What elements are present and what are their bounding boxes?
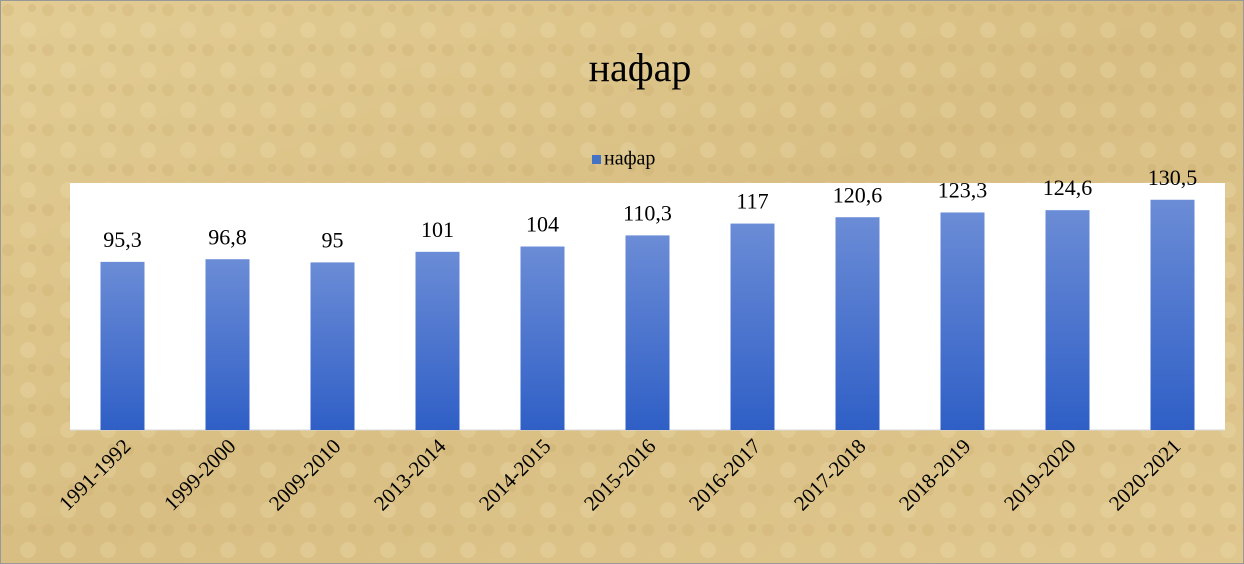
bar: [1045, 210, 1090, 430]
legend-swatch: [592, 155, 601, 164]
bar: [310, 262, 355, 430]
data-label: 104: [526, 212, 559, 237]
bar: [1150, 199, 1195, 430]
data-label: 120,6: [833, 182, 883, 207]
bar: [730, 223, 775, 430]
bar: [835, 217, 880, 430]
data-label: 95: [322, 227, 344, 252]
data-label: 124,6: [1043, 175, 1093, 200]
bar: [205, 259, 250, 430]
bar: [415, 251, 460, 430]
data-label: 123,3: [938, 178, 988, 203]
data-label: 96,8: [208, 224, 247, 249]
data-label: 130,5: [1148, 165, 1198, 190]
chart-title: нафар: [589, 45, 692, 90]
data-label: 95,3: [103, 227, 142, 252]
data-label: 117: [736, 189, 768, 214]
bar: [625, 235, 670, 430]
bar: [520, 246, 565, 430]
data-label: 101: [421, 217, 454, 242]
bar: [940, 212, 985, 430]
data-label: 110,3: [623, 200, 672, 225]
bar: [100, 261, 145, 430]
legend-label: нафар: [604, 148, 655, 170]
